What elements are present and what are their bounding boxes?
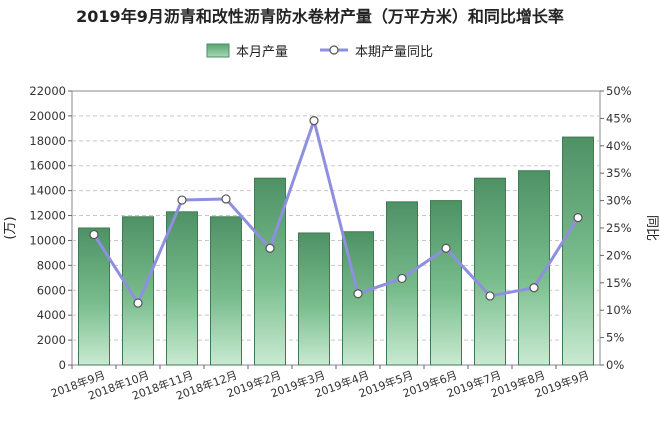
right-axis: 0% 5% 10% 15% 20% 25% 30% 35% 40% 45% 50%: [600, 84, 632, 372]
left-tick-label: 22000: [29, 84, 66, 98]
right-tick-label: 40%: [606, 139, 632, 153]
right-tick-label: 35%: [606, 166, 632, 180]
left-axis: 0 2000 4000 6000 8000 10000 12000 14000 16000 180…: [29, 84, 72, 372]
right-tick-label: 25%: [606, 221, 632, 235]
bar: [166, 211, 198, 366]
left-tick-label: 4000: [37, 308, 66, 322]
right-tick-label: 5%: [606, 331, 624, 345]
line-point: [441, 243, 451, 253]
grid: [72, 115, 600, 341]
right-tick-label: 30%: [606, 194, 632, 208]
line-point: [309, 115, 319, 126]
right-tick-label: 50%: [606, 84, 632, 98]
left-tick-label: 8000: [37, 258, 66, 272]
right-tick-label: 45%: [606, 111, 632, 125]
bars: [78, 136, 594, 366]
line-point: [177, 195, 187, 205]
left-tick-label: 14000: [29, 184, 66, 198]
line-point: [573, 212, 583, 223]
line-point: [485, 291, 495, 301]
right-tick-label: 10%: [606, 303, 632, 317]
legend-line-label: 本期产量同比: [355, 45, 433, 60]
left-tick-label: 12000: [29, 209, 66, 223]
left-tick-label: 6000: [37, 283, 66, 297]
legend-bar-label: 本月产量: [236, 45, 288, 60]
line-point: [133, 298, 143, 308]
line-point: [265, 243, 275, 253]
bar: [210, 216, 242, 366]
left-tick-label: 20000: [29, 109, 66, 123]
chart-title: 2019年9月沥青和改性沥青防水卷材产量（万平方米）和同比增长率: [76, 7, 564, 26]
bar: [518, 170, 550, 366]
right-tick-label: 0%: [606, 358, 624, 372]
x-axis: 2018年9月2018年10月2018年11月2018年12月2019年2月20…: [49, 365, 591, 403]
right-tick-label: 15%: [606, 276, 632, 290]
legend: 本月产量 本期产量同比: [206, 43, 433, 60]
left-tick-label: 10000: [29, 233, 66, 247]
left-tick-label: 2000: [37, 333, 66, 347]
legend-line-marker: [329, 45, 339, 55]
line-point: [353, 289, 363, 299]
legend-bar-swatch: [206, 43, 230, 58]
left-tick-label: 16000: [29, 159, 66, 173]
line-point: [89, 229, 99, 240]
bar: [78, 227, 110, 366]
right-axis-label: 同比: [644, 215, 659, 241]
line-point: [397, 273, 407, 284]
bar: [298, 232, 330, 366]
bar: [562, 136, 594, 366]
yoy-line: [92, 119, 580, 305]
line-series: [89, 115, 583, 308]
left-axis-label: (万): [3, 216, 18, 239]
bar: [430, 200, 462, 366]
bar: [254, 177, 286, 366]
bar: [122, 216, 154, 366]
right-tick-label: 20%: [606, 248, 632, 262]
line-point: [529, 283, 539, 293]
line-point: [221, 194, 231, 204]
left-tick-label: 0: [59, 358, 66, 372]
bar: [474, 177, 506, 366]
left-tick-label: 18000: [29, 134, 66, 148]
